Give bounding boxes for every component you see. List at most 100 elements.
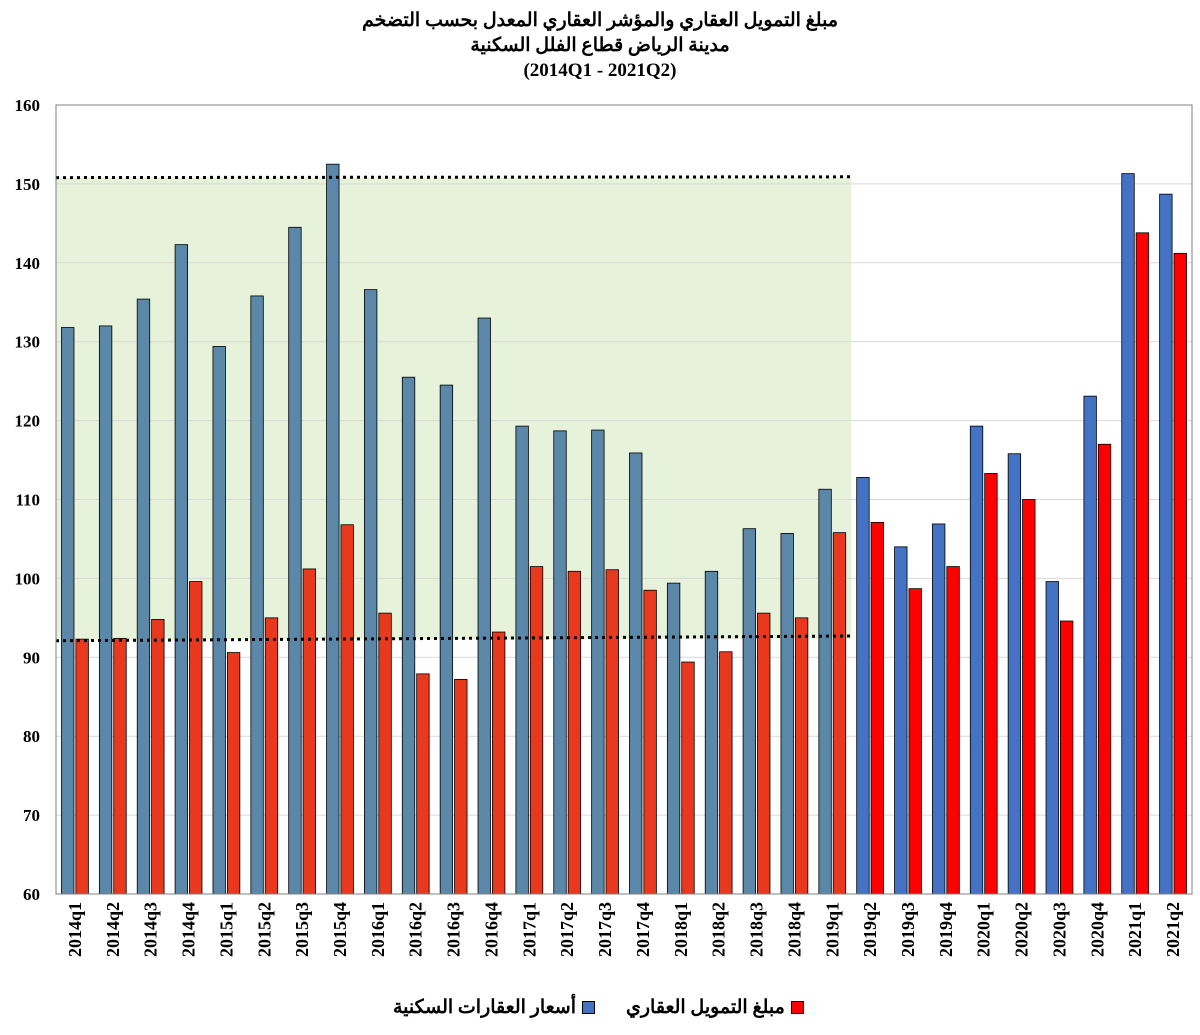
- bar-series1: [326, 163, 340, 895]
- bar-chart: 60 70 80 90 100 110 120 130 140 150 160 2014q1 2014q…: [15, 96, 1193, 957]
- x-tick-label: 2017q1: [519, 902, 539, 957]
- x-tick-label: 2015q2: [254, 902, 274, 957]
- shaded-region: [56, 177, 852, 640]
- chart-period: (2014Q1 - 2021Q2): [523, 60, 677, 81]
- y-tick-label: 70: [23, 806, 40, 825]
- x-tick-label: 2019q1: [822, 902, 842, 957]
- bar-series2: [719, 651, 733, 895]
- x-tick-label: 2016q2: [406, 902, 426, 957]
- legend-label-series1: أسعار العقارات السكنية: [393, 997, 576, 1018]
- bar-series1: [818, 488, 832, 895]
- bar-series2: [378, 612, 392, 895]
- y-tick-label: 120: [15, 412, 41, 431]
- bar-series2: [946, 566, 960, 895]
- y-tick-label: 130: [15, 333, 41, 352]
- bar-series2: [870, 521, 884, 895]
- y-tick-label: 140: [15, 254, 41, 273]
- legend-item-series2: مبلغ التمويل العقاري: [626, 996, 804, 1019]
- legend-swatch-series2: [790, 1001, 804, 1014]
- bar-series2: [681, 661, 695, 895]
- x-tick-label: 2016q1: [368, 902, 388, 957]
- bar-series1: [666, 582, 681, 895]
- x-tick-label: 2015q1: [216, 902, 236, 957]
- bar-series1: [629, 452, 643, 895]
- bar-series1: [780, 533, 794, 895]
- bar-series1: [401, 376, 416, 895]
- bar-series2: [1022, 499, 1036, 895]
- bar-series1: [553, 430, 567, 895]
- bar-series2: [416, 673, 430, 895]
- bar-series2: [794, 617, 809, 895]
- x-tick-label: 2015q4: [330, 902, 350, 957]
- x-tick-label: 2014q3: [141, 902, 161, 957]
- x-tick-label: 2021q2: [1163, 902, 1183, 957]
- x-tick-label: 2016q4: [481, 902, 501, 957]
- bar-series1: [1007, 453, 1022, 895]
- x-tick-label: 2018q3: [747, 902, 767, 957]
- x-tick-label: 2020q3: [1049, 902, 1069, 957]
- y-tick-label: 80: [23, 727, 40, 746]
- bar-series1: [136, 298, 151, 895]
- y-tick-label: 160: [15, 96, 41, 115]
- bar-series2: [529, 566, 544, 895]
- bar-series1: [856, 477, 870, 895]
- x-tick-label: 2020q4: [1087, 902, 1107, 957]
- bar-series2: [1173, 252, 1187, 895]
- bar-series1: [477, 317, 491, 895]
- bar-series1: [704, 570, 719, 895]
- x-tick-label: 2019q4: [936, 902, 956, 957]
- chart-title: مبلغ التمويل العقاري والمؤشر العقاري الم…: [362, 10, 838, 31]
- bar-series2: [226, 652, 241, 895]
- y-tick-label: 60: [23, 885, 40, 904]
- bar-series1: [1045, 581, 1059, 895]
- bar-series2: [302, 568, 316, 895]
- x-tick-label: 2019q2: [860, 902, 880, 957]
- bar-series2: [984, 473, 998, 895]
- bar-series2: [1060, 620, 1074, 895]
- y-tick-label: 150: [15, 175, 41, 194]
- x-tick-label: 2016q3: [444, 902, 464, 957]
- x-tick-label: 2018q2: [709, 902, 729, 957]
- y-tick-label: 100: [15, 569, 41, 588]
- x-tick-label: 2018q4: [784, 902, 804, 957]
- bar-series1: [894, 546, 908, 895]
- bar-series2: [1097, 443, 1112, 895]
- legend-swatch-series1: [581, 1001, 595, 1014]
- x-tick-label: 2014q1: [65, 902, 85, 957]
- legend: أسعار العقارات السكنية مبلغ التمويل العق…: [0, 996, 1200, 1022]
- chart-title-block: مبلغ التمويل العقاري والمؤشر العقاري الم…: [0, 8, 1200, 83]
- bar-series2: [1135, 232, 1150, 895]
- x-tick-label: 2019q3: [898, 902, 918, 957]
- bar-series2: [189, 581, 203, 895]
- x-tick-label: 2017q3: [595, 902, 615, 957]
- bar-series2: [492, 631, 506, 895]
- bar-series1: [591, 429, 605, 895]
- bar-series1: [742, 528, 756, 895]
- bar-series1: [212, 346, 226, 895]
- chart-subtitle: مدينة الرياض قطاع الفلل السكنية: [470, 35, 730, 56]
- bar-series2: [832, 532, 847, 895]
- bar-series2: [113, 637, 127, 895]
- x-tick-label: 2018q1: [671, 902, 691, 957]
- bar-series2: [567, 570, 582, 895]
- bar-series2: [151, 619, 165, 895]
- bar-series1: [174, 244, 188, 895]
- bar-series2: [605, 569, 619, 895]
- y-tick-label: 90: [23, 648, 40, 667]
- bar-series2: [454, 678, 468, 895]
- x-tick-label: 2014q4: [179, 902, 199, 957]
- bar-series1: [288, 226, 302, 895]
- bar-series1: [969, 425, 984, 895]
- bar-series1: [515, 425, 529, 895]
- bar-series1: [250, 295, 264, 895]
- bar-series2: [75, 638, 89, 895]
- legend-item-series1: أسعار العقارات السكنية: [393, 996, 595, 1019]
- y-tick-label: 110: [15, 491, 40, 510]
- bar-series1: [364, 289, 378, 895]
- bar-series1: [61, 327, 75, 895]
- x-tick-label: 2020q2: [1012, 902, 1032, 957]
- bar-series2: [908, 588, 922, 895]
- bar-series1: [1159, 193, 1173, 895]
- bar-series1: [932, 523, 946, 895]
- legend-label-series2: مبلغ التمويل العقاري: [626, 997, 785, 1018]
